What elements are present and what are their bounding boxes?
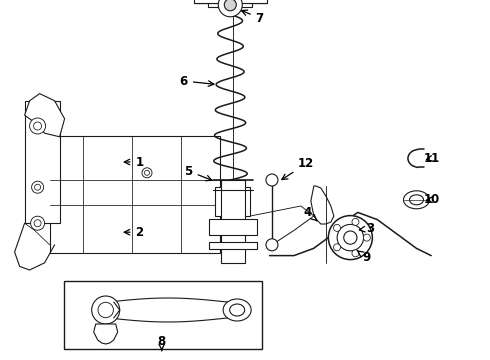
Bar: [64, 281, 262, 349]
Circle shape: [364, 234, 370, 241]
Circle shape: [334, 244, 341, 251]
Text: 5: 5: [185, 165, 212, 181]
Text: 10: 10: [424, 193, 441, 206]
Polygon shape: [194, 0, 267, 3]
Circle shape: [34, 122, 42, 130]
Polygon shape: [194, 3, 267, 7]
Circle shape: [344, 231, 357, 244]
Ellipse shape: [403, 191, 430, 209]
Text: 7: 7: [242, 10, 264, 24]
Circle shape: [328, 216, 372, 260]
Circle shape: [30, 216, 45, 230]
Text: 2: 2: [124, 226, 144, 239]
Text: 6: 6: [180, 75, 214, 87]
Ellipse shape: [223, 299, 251, 321]
Circle shape: [145, 170, 149, 175]
Circle shape: [31, 181, 44, 193]
Circle shape: [224, 0, 236, 11]
Ellipse shape: [230, 304, 245, 316]
Polygon shape: [24, 94, 65, 137]
Text: 9: 9: [357, 251, 370, 264]
Text: 4: 4: [304, 206, 317, 221]
Circle shape: [29, 118, 46, 134]
Circle shape: [337, 224, 364, 251]
Polygon shape: [215, 187, 250, 216]
Circle shape: [219, 0, 242, 17]
Polygon shape: [220, 180, 245, 263]
Text: 8: 8: [158, 335, 166, 351]
Circle shape: [352, 219, 359, 225]
Circle shape: [266, 174, 278, 186]
Circle shape: [98, 302, 113, 318]
Circle shape: [142, 168, 152, 178]
Circle shape: [334, 224, 341, 231]
Text: 3: 3: [359, 222, 374, 235]
Polygon shape: [311, 186, 334, 224]
Text: 11: 11: [424, 152, 441, 165]
Polygon shape: [49, 136, 220, 253]
Ellipse shape: [410, 195, 423, 205]
Polygon shape: [209, 242, 257, 249]
Text: 1: 1: [124, 156, 144, 168]
Circle shape: [92, 296, 120, 324]
Polygon shape: [24, 101, 60, 223]
Circle shape: [35, 184, 41, 190]
Circle shape: [352, 250, 359, 257]
Polygon shape: [209, 219, 257, 235]
Polygon shape: [94, 324, 118, 344]
Text: 12: 12: [282, 157, 315, 180]
Circle shape: [34, 220, 41, 227]
Circle shape: [266, 239, 278, 251]
